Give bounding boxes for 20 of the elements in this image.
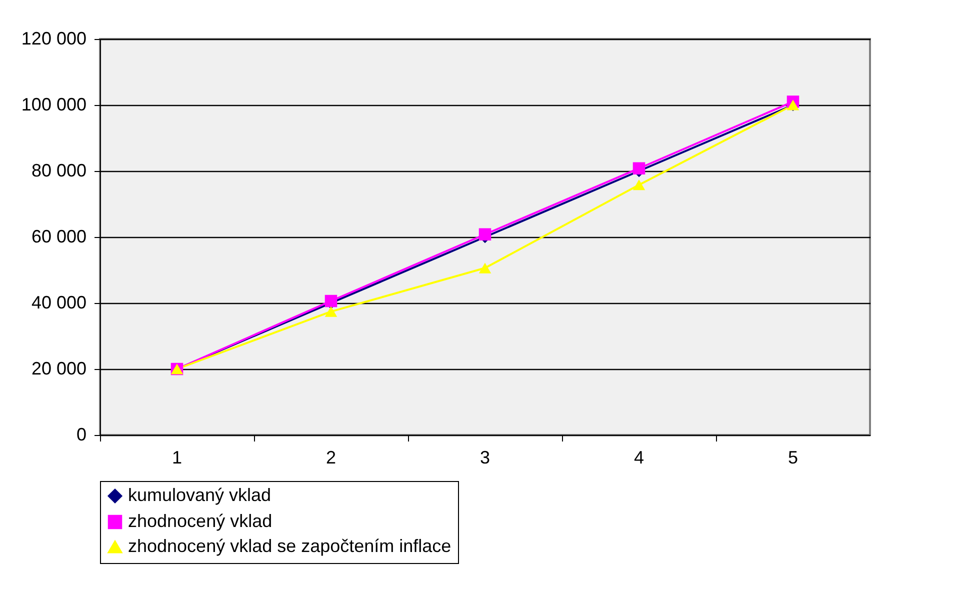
- y-tick-label: 0: [76, 424, 86, 444]
- point: [324, 306, 338, 317]
- point: [478, 228, 492, 240]
- y-tick-label: 120 000: [21, 28, 86, 48]
- point: [632, 162, 646, 174]
- x-tick-label: 5: [788, 448, 798, 468]
- legend-label: zhodnocený vklad se započtením inflace: [128, 536, 452, 556]
- legend-label: kumulovaný vklad: [128, 485, 272, 505]
- y-tick-label: 100 000: [21, 94, 86, 114]
- legend-label: zhodnocený vklad: [128, 511, 272, 531]
- point: [478, 262, 492, 274]
- y-tick-label: 40 000: [31, 292, 86, 312]
- x-tick-label: 3: [480, 448, 490, 468]
- y-tick-label: 60 000: [31, 226, 86, 246]
- y-tick-label: 80 000: [31, 160, 86, 180]
- x-tick-label: 4: [634, 448, 644, 468]
- x-tick-label: 2: [326, 448, 336, 468]
- y-tick-label: 20 000: [31, 358, 86, 378]
- point: [632, 180, 646, 190]
- x-tick-label: 1: [172, 448, 182, 468]
